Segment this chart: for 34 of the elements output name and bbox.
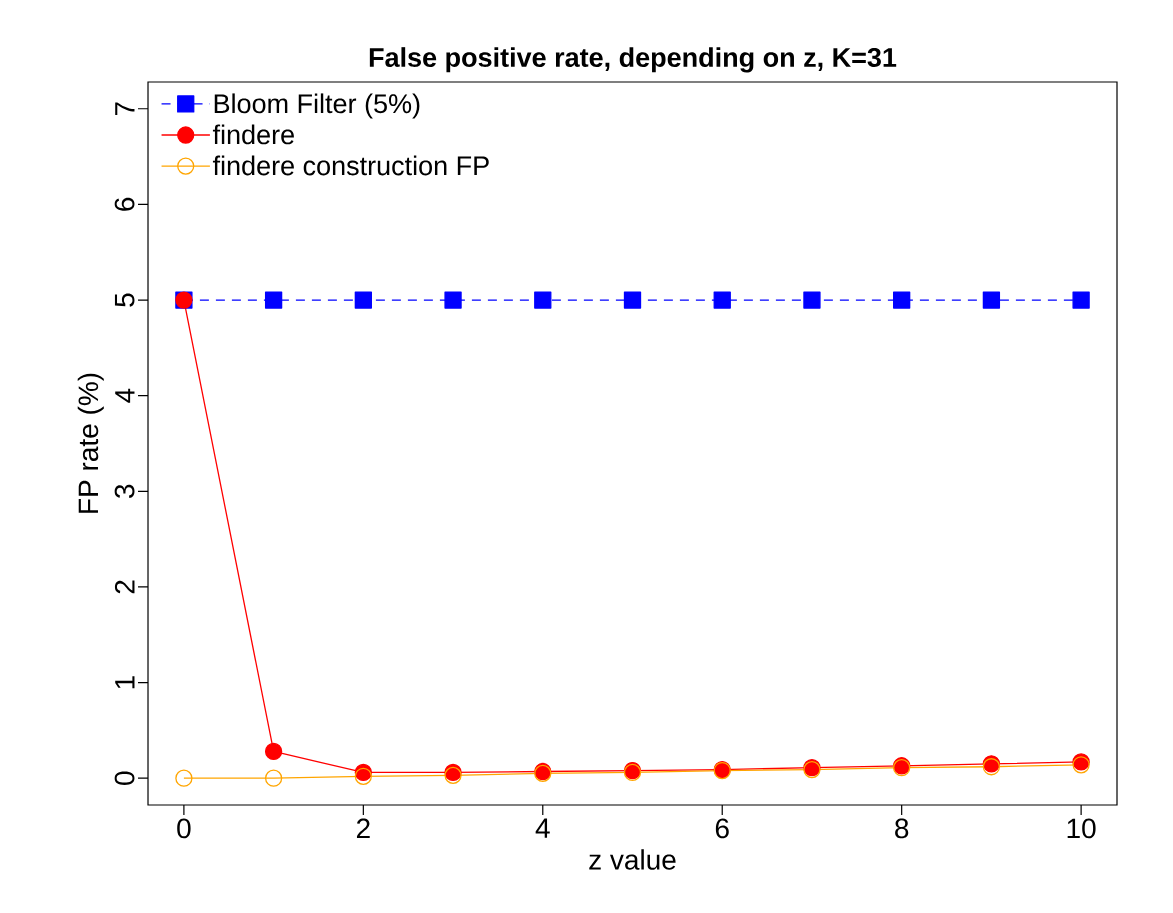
legend-label: findere construction FP <box>212 155 489 176</box>
point <box>354 291 372 309</box>
y-tick-label: 1 <box>115 676 135 689</box>
y-tick-label: 6 <box>114 197 135 211</box>
legend-label: findere <box>212 124 294 145</box>
x-tick-label: 6 <box>715 818 729 839</box>
point <box>444 291 462 309</box>
y-axis-title: FP rate (%) <box>77 373 104 513</box>
point <box>264 769 283 787</box>
x-tick-label: 8 <box>895 818 909 839</box>
x-tick-label: 4 <box>535 818 550 838</box>
x-tick-label: 0 <box>177 818 191 839</box>
y-tick-label: 2 <box>114 580 135 594</box>
point <box>713 291 731 309</box>
point <box>354 767 372 785</box>
point <box>623 291 642 309</box>
x-tick-label: 2 <box>356 818 370 839</box>
point <box>264 291 283 309</box>
point <box>982 291 1001 309</box>
y-tick-label: 3 <box>114 484 135 499</box>
y-tick-label: 5 <box>114 293 135 307</box>
point <box>175 769 193 787</box>
point <box>534 291 552 309</box>
point <box>893 291 911 309</box>
point <box>803 291 821 309</box>
legend-label: Bloom Filter (5%) <box>214 93 420 119</box>
y-tick-label: 0 <box>114 771 135 785</box>
point <box>1072 291 1090 309</box>
x-axis-title: z value <box>589 849 676 870</box>
y-tick-label: 4 <box>115 388 135 403</box>
y-tick-label: 7 <box>115 102 135 116</box>
chart-title: False positive rate, depending on z, K=31 <box>369 47 897 73</box>
point <box>264 742 283 761</box>
x-tick-label: 10 <box>1067 818 1096 839</box>
